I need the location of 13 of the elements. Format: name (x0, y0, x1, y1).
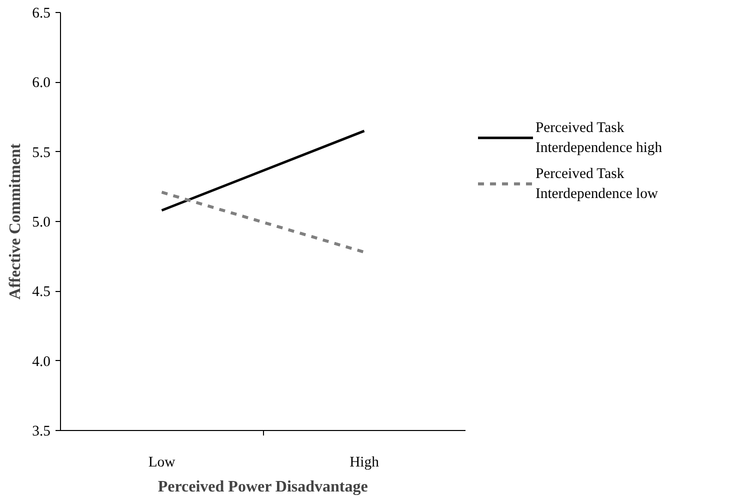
legend-label: Perceived Task Interdependence high (536, 120, 663, 156)
y-tick-label: 4.0 (32, 354, 51, 370)
legend-label: Perceived Task Interdependence low (536, 166, 658, 202)
y-axis-title: Affective Commitment (7, 142, 24, 300)
x-tick-label: Low (148, 454, 176, 470)
y-tick-label: 5.5 (32, 144, 51, 161)
y-tick-label: 4.5 (32, 284, 51, 300)
y-tick-label: 5.0 (32, 214, 51, 230)
y-tick-label: 6.0 (32, 75, 51, 92)
y-tick-label: 3.5 (32, 424, 51, 440)
x-tick-label: High (350, 454, 380, 470)
y-tick-label: 6.5 (32, 6, 51, 22)
x-axis-title: Perceived Power Disadvantage (158, 478, 368, 496)
